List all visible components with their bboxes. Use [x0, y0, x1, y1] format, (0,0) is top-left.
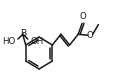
Text: HO: HO	[2, 37, 15, 46]
Text: B: B	[20, 29, 26, 38]
Text: O: O	[86, 31, 93, 40]
Text: OH: OH	[31, 37, 44, 46]
Text: O: O	[80, 12, 86, 21]
